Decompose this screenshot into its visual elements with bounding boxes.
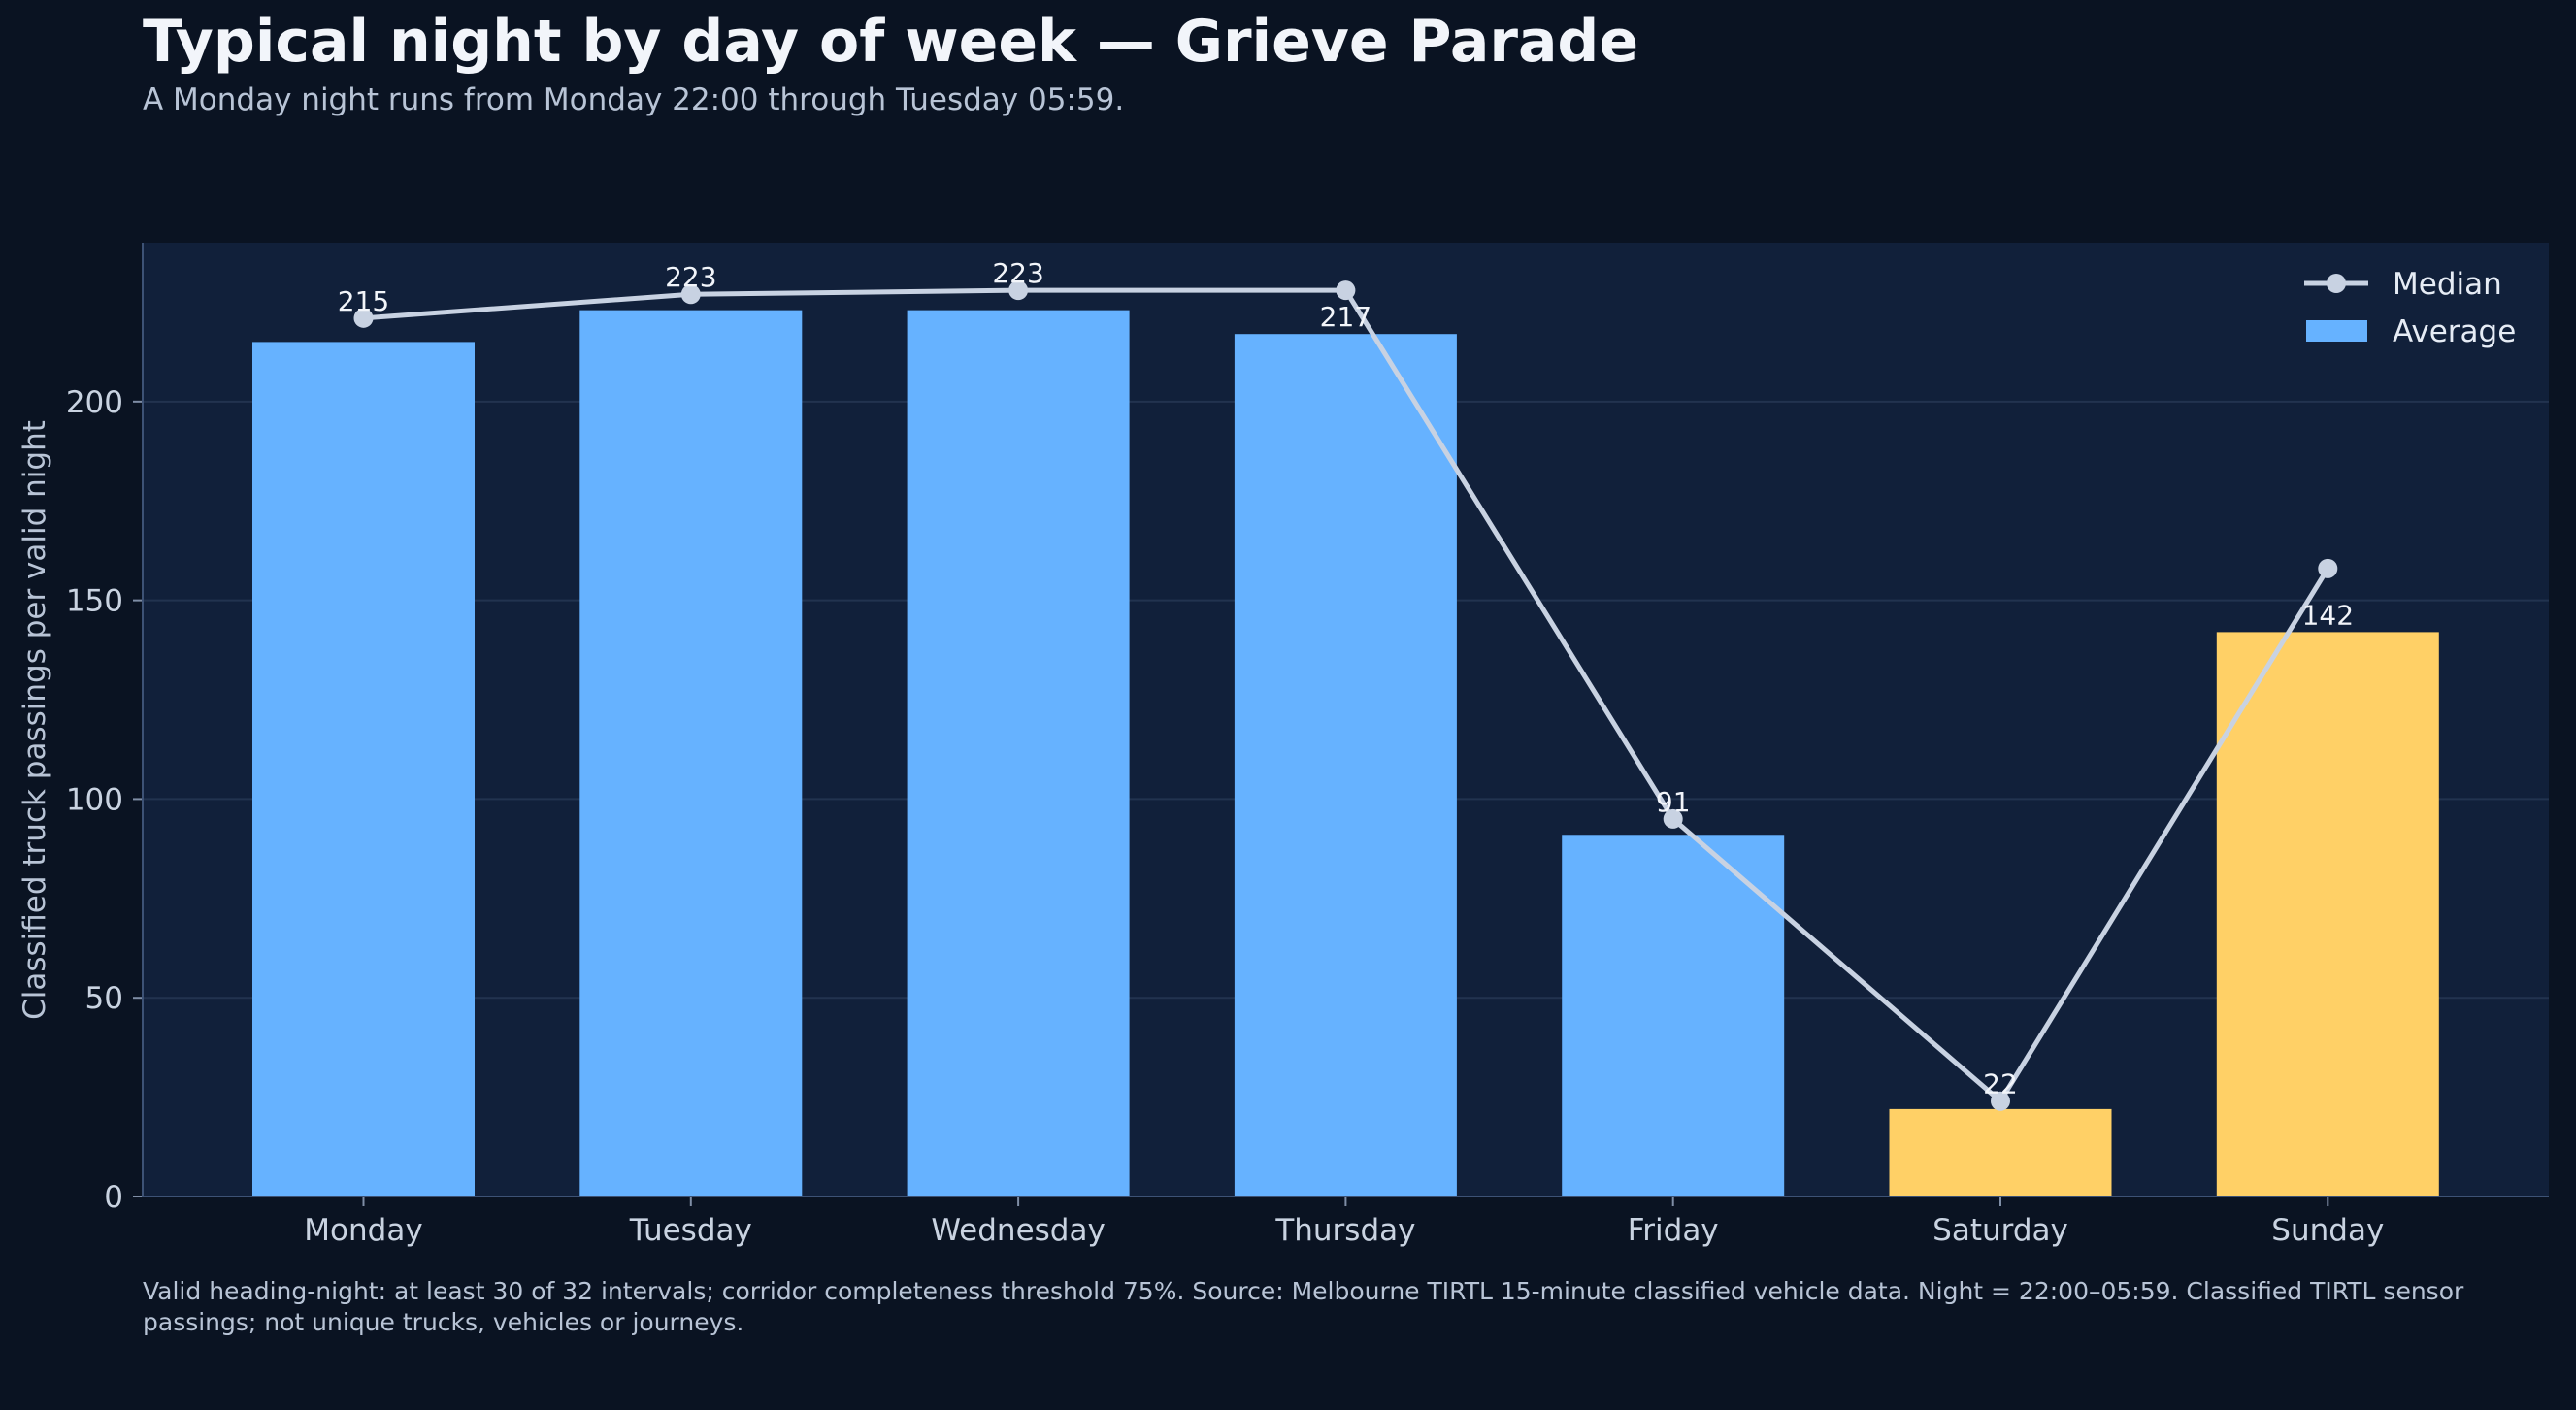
median-point <box>680 284 701 305</box>
x-tick-label: Friday <box>1628 1213 1719 1248</box>
legend: Median Average <box>2304 267 2516 349</box>
x-tick-label: Tuesday <box>629 1213 752 1248</box>
median-line <box>353 280 2338 1111</box>
y-tick-label: 0 <box>104 1180 123 1215</box>
x-tick-label: Monday <box>304 1213 422 1248</box>
x-tick-label: Saturday <box>1932 1213 2068 1248</box>
footnote: Valid heading-night: at least 30 of 32 i… <box>143 1277 2464 1336</box>
x-tick-label: Thursday <box>1274 1213 1415 1248</box>
x-tick-label: Sunday <box>2271 1213 2384 1248</box>
bar-average-friday <box>1562 835 1785 1197</box>
data-label: 22 <box>1983 1068 2018 1100</box>
legend-average-swatch <box>2306 320 2367 342</box>
median-point <box>2318 558 2338 578</box>
chart-subtitle: A Monday night runs from Monday 22:00 th… <box>143 82 1125 117</box>
data-label: 223 <box>665 261 716 293</box>
bar-average-saturday <box>1889 1108 2112 1197</box>
bar-average-thursday <box>1234 334 1457 1197</box>
y-tick-label: 100 <box>66 782 123 817</box>
median-point <box>1991 1091 2010 1111</box>
legend-median-label: Median <box>2393 267 2502 302</box>
bar-average-tuesday <box>579 310 803 1197</box>
legend-median-swatch-marker <box>2327 274 2346 293</box>
x-tick-label: Wednesday <box>931 1213 1105 1248</box>
data-label: 223 <box>992 257 1043 289</box>
bar-average-sunday <box>2216 632 2439 1197</box>
bar-average-wednesday <box>907 310 1130 1197</box>
y-tick-label: 200 <box>66 385 123 420</box>
median-point <box>1336 280 1356 301</box>
bars <box>252 310 2439 1197</box>
median-point <box>353 308 374 328</box>
median-point <box>1008 280 1029 301</box>
y-axis-label: Classified truck passings per valid nigh… <box>17 420 52 1020</box>
data-label: 142 <box>2302 599 2354 631</box>
chart-title: Typical night by day of week — Grieve Pa… <box>143 8 1639 76</box>
data-label: 217 <box>1320 301 1371 333</box>
y-tick-label: 150 <box>66 584 123 619</box>
data-labels: 215 223 223 217 91 22 142 <box>338 257 2354 1100</box>
legend-average-label: Average <box>2393 314 2516 349</box>
median-point <box>1663 808 1683 829</box>
axes: 0 50 100 150 200 Monday Tuesday Wednesday Thursd… <box>66 243 2549 1248</box>
y-tick-label: 50 <box>85 981 123 1016</box>
data-label: 215 <box>338 285 389 317</box>
data-label: 91 <box>1656 786 1691 818</box>
bar-average-monday <box>252 342 475 1197</box>
